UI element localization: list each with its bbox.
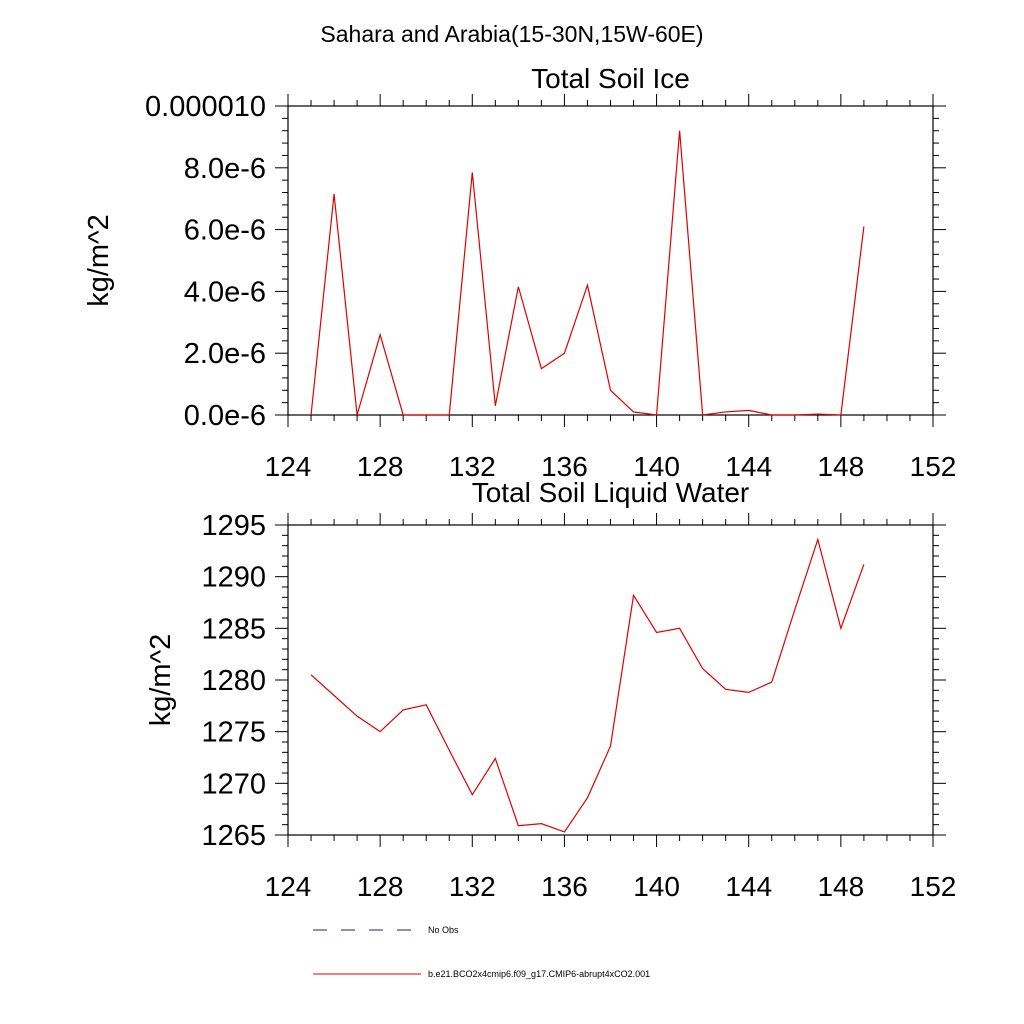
y-tick-label: 1265 [201, 820, 266, 852]
x-tick-label: 148 [817, 451, 864, 482]
series-line-1 [310, 537, 865, 833]
y-tick-label: 0.000010 [145, 91, 266, 123]
plot-title: Total Soil Ice [531, 63, 690, 94]
y-axis-label: kg/m^2 [145, 634, 177, 727]
plots: Total Soil Ice kg/m^2 124 128 132 136 140 144 14… [83, 63, 956, 902]
x-tick-label: 144 [725, 451, 772, 482]
x-tick-label: 124 [265, 451, 312, 482]
x-tick-label: 124 [265, 871, 312, 902]
x-tick-label: 140 [633, 871, 680, 902]
x-tick-label: 136 [541, 871, 588, 902]
legend-label: b.e21.BCO2x4cmip6.f09_g17.CMIP6-abrupt4x… [428, 969, 650, 979]
x-tick-label: 152 [910, 871, 957, 902]
y-tick-label: 0.0e-6 [184, 400, 266, 432]
y-tick-label: 8.0e-6 [184, 153, 266, 185]
series-line-1 [310, 130, 865, 416]
x-tick-label: 136 [541, 451, 588, 482]
y-tick-label: 1295 [201, 510, 266, 542]
plot-panel-1: Total Soil Ice kg/m^2 124 128 132 136 140 144 14… [83, 63, 956, 482]
y-tick-label: 1270 [201, 768, 266, 800]
legend: No Obs b.e21.BCO2x4cmip6.f09_g17.CMIP6-ab… [313, 925, 650, 979]
legend-label: No Obs [428, 925, 459, 935]
y-axis-label: kg/m^2 [83, 214, 115, 307]
plot-title: Total Soil Liquid Water [472, 477, 750, 508]
y-tick-label: 2.0e-6 [184, 338, 266, 370]
figure-title: Sahara and Arabia(15-30N,15W-60E) [320, 21, 703, 47]
plot-frame [287, 524, 934, 836]
x-tick-label: 152 [910, 451, 957, 482]
y-tick-label: 1280 [201, 665, 266, 697]
x-tick-label: 132 [449, 871, 496, 902]
x-tick-label: 140 [633, 451, 680, 482]
x-tick-label: 148 [817, 871, 864, 902]
plot-frame [287, 105, 934, 416]
y-tick-label: 6.0e-6 [184, 215, 266, 247]
y-tick-label: 1285 [201, 613, 266, 645]
x-tick-label: 144 [725, 871, 772, 902]
y-tick-label: 4.0e-6 [184, 276, 266, 308]
x-tick-label: 128 [357, 871, 404, 902]
y-tick-label: 1290 [201, 562, 266, 594]
x-tick-label: 128 [357, 451, 404, 482]
x-tick-label: 132 [449, 451, 496, 482]
y-tick-label: 1275 [201, 717, 266, 749]
plot-panel-2: Total Soil Liquid Water kg/m^2 124 128 132 13… [145, 477, 956, 902]
